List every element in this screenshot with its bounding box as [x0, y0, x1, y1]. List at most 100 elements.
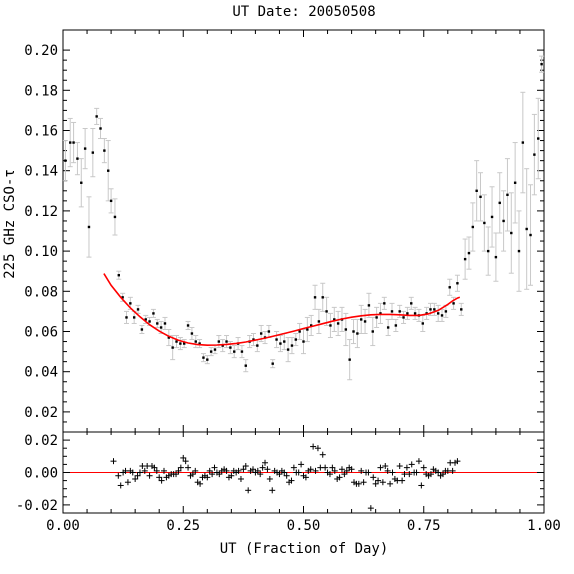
data-point	[336, 322, 340, 325]
data-point	[436, 312, 440, 315]
data-point	[386, 326, 390, 329]
data-point	[510, 231, 513, 235]
residual-point	[211, 464, 218, 471]
residual-point	[242, 463, 249, 470]
data-point	[136, 308, 140, 311]
data-point	[171, 346, 174, 349]
residual-point	[262, 459, 269, 466]
residual-point	[415, 458, 422, 465]
data-point	[483, 221, 486, 225]
data-point	[159, 326, 163, 329]
data-point	[440, 314, 444, 317]
y-tick-label: 0.06	[24, 325, 58, 341]
data-point	[294, 338, 298, 341]
data-point	[379, 312, 382, 315]
y-tick-label: 0.04	[24, 365, 58, 381]
x-tick-label: 0.75	[407, 518, 441, 534]
residual-point	[355, 480, 362, 487]
residual-point	[175, 467, 182, 474]
residual-point	[136, 469, 143, 476]
residual-point	[336, 474, 343, 481]
data-point	[240, 350, 244, 353]
data-point	[148, 320, 151, 323]
data-point	[121, 296, 124, 299]
residual-point	[310, 443, 317, 450]
data-point	[398, 310, 401, 313]
data-point	[163, 322, 167, 325]
residual-point	[382, 463, 389, 470]
residual-point	[264, 466, 271, 473]
residual-point	[358, 467, 365, 474]
data-point	[525, 227, 528, 231]
residual-point	[348, 466, 355, 473]
residual-point	[377, 464, 384, 471]
residual-point	[314, 445, 321, 452]
data-point	[537, 137, 540, 140]
data-point	[456, 282, 459, 285]
residual-point	[235, 467, 242, 474]
data-point	[156, 322, 159, 325]
data-point	[72, 141, 75, 144]
data-point	[460, 308, 463, 311]
residual-point	[228, 472, 235, 479]
data-point	[125, 316, 128, 319]
y-tick-label: 0.12	[24, 204, 58, 220]
residual-point	[115, 472, 122, 479]
data-point	[394, 324, 398, 327]
data-point	[506, 193, 509, 197]
data-point	[275, 338, 278, 341]
data-point	[494, 255, 498, 259]
data-point	[256, 344, 259, 347]
data-point	[413, 312, 417, 315]
data-point	[95, 115, 98, 118]
data-point	[209, 350, 213, 353]
data-point	[475, 189, 478, 192]
data-point	[140, 328, 144, 331]
data-point	[103, 149, 106, 152]
residual-point	[158, 477, 165, 484]
fit-line	[103, 273, 461, 347]
residual-point	[389, 469, 396, 476]
residual-point	[110, 458, 117, 465]
residual-point	[173, 471, 180, 478]
data-point	[306, 328, 309, 331]
residual-points	[110, 443, 461, 512]
data-point	[421, 322, 424, 325]
residual-point	[367, 505, 374, 512]
residual-point	[269, 487, 276, 494]
data-point	[329, 324, 332, 327]
residual-point	[384, 467, 391, 474]
data-point	[221, 344, 224, 347]
data-point	[348, 358, 351, 361]
data-point	[109, 199, 113, 203]
residual-point	[266, 475, 273, 482]
residual-point	[322, 464, 329, 471]
data-point	[363, 320, 367, 323]
data-point	[471, 225, 475, 229]
main-plot-frame	[62, 29, 545, 433]
residual-point	[290, 464, 297, 471]
residual-point	[307, 466, 314, 473]
data-point	[244, 364, 247, 367]
data-point	[202, 356, 205, 359]
main-ticks: 0.02 0.04 0.06 0.08 0.10 0.12 0.14 0.16 0.18 0.20	[24, 43, 544, 423]
data-point	[452, 302, 455, 305]
residual-point	[141, 467, 148, 474]
data-point	[479, 195, 482, 199]
residual-point	[343, 467, 350, 474]
x-tick-label: 0.00	[46, 518, 80, 534]
residual-point	[249, 466, 256, 473]
data-point	[206, 358, 209, 361]
x-ticks: 0.00 0.25 0.50 0.75 1.00	[46, 30, 561, 534]
data-point	[402, 316, 405, 319]
residual-point	[338, 466, 345, 473]
residual-y-tick-label: 0.02	[24, 433, 58, 449]
y-tick-label: 0.02	[24, 405, 58, 421]
residual-point	[365, 469, 372, 476]
data-point	[317, 320, 321, 323]
data-point	[513, 181, 517, 184]
data-point	[91, 151, 95, 154]
residual-point	[329, 464, 336, 471]
data-point	[498, 201, 501, 205]
data-point	[80, 181, 83, 184]
